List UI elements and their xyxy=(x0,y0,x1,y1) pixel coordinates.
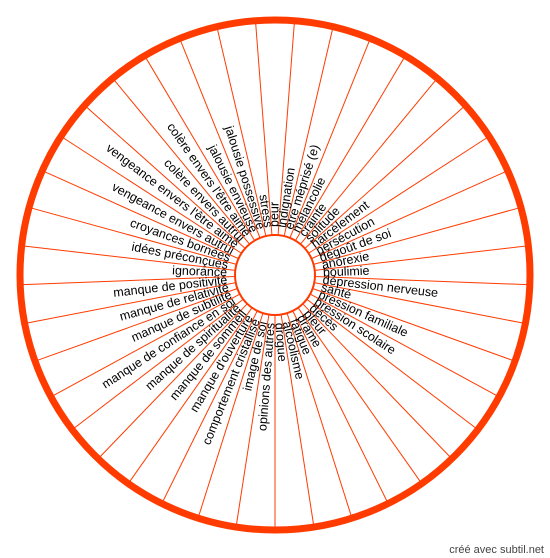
radial-wheel: peurindignationêtre méprisé (e)mélancoli… xyxy=(0,0,550,558)
credit-text: créé avec subtil.net xyxy=(449,544,544,556)
inner-ring xyxy=(235,235,315,315)
